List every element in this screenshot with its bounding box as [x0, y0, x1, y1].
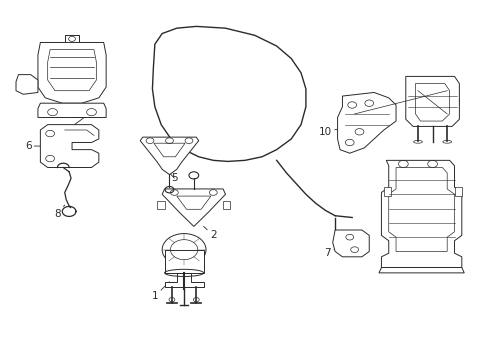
Text: 3: 3 [92, 80, 104, 90]
Text: 7: 7 [324, 246, 340, 258]
Text: 4: 4 [428, 214, 441, 226]
Text: 2: 2 [203, 226, 217, 240]
Polygon shape [48, 50, 97, 91]
Polygon shape [333, 230, 369, 257]
Polygon shape [177, 196, 211, 209]
Text: 10: 10 [319, 127, 343, 137]
Polygon shape [152, 26, 306, 161]
Polygon shape [157, 202, 165, 208]
Polygon shape [162, 189, 225, 226]
Polygon shape [381, 160, 462, 267]
Polygon shape [165, 249, 203, 273]
Polygon shape [455, 187, 462, 196]
Polygon shape [40, 125, 99, 167]
Polygon shape [154, 143, 185, 157]
Text: 1: 1 [151, 282, 170, 301]
Polygon shape [389, 167, 455, 251]
Text: 6: 6 [25, 141, 48, 151]
Text: 9: 9 [442, 98, 460, 108]
Polygon shape [165, 273, 203, 287]
Text: 8: 8 [54, 205, 65, 219]
Polygon shape [140, 137, 199, 175]
Polygon shape [379, 267, 464, 273]
Polygon shape [338, 93, 396, 153]
Polygon shape [384, 187, 391, 196]
Polygon shape [406, 76, 460, 126]
Polygon shape [16, 75, 38, 94]
Polygon shape [223, 202, 230, 208]
Polygon shape [416, 84, 450, 121]
Text: 5: 5 [170, 173, 178, 183]
Polygon shape [38, 42, 106, 103]
Polygon shape [38, 103, 106, 117]
